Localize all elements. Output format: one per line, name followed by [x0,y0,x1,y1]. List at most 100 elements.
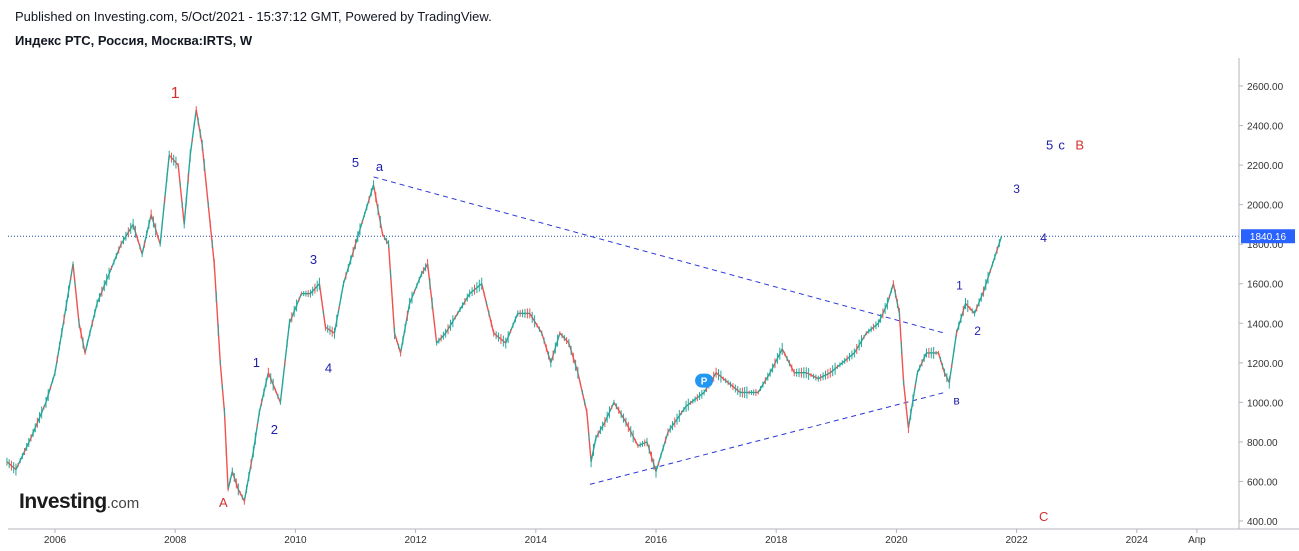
published-caption: Published on Investing.com, 5/Oct/2021 -… [15,9,492,24]
price-segment [715,372,729,384]
y-tick-label: 1800.00 [1247,240,1284,251]
price-segment [201,145,209,205]
investing-logo: Investing.com [19,490,139,514]
price-segment [613,402,627,423]
x-tick-label: 2020 [885,535,908,546]
price-segment [213,263,221,363]
event-marker-label: P [701,377,708,388]
price-segment [529,313,543,334]
price-segment [948,333,958,383]
y-tick-label: 400.00 [1247,517,1278,528]
y-tick-label: 600.00 [1247,477,1278,488]
price-segment [757,372,771,393]
price-segment [342,243,357,284]
price-segment [267,372,282,403]
wave-label: 1 [171,85,180,102]
x-tick-label: 2022 [1005,535,1028,546]
price-segment [177,165,185,225]
price-segment [493,332,507,344]
price-segment [318,283,327,328]
price-segment [207,204,215,265]
wave-label: 3 [1013,182,1020,196]
y-tick-label: 1200.00 [1247,359,1284,370]
price-segment [865,322,879,334]
price-segment [288,293,303,324]
price-segment [84,303,98,354]
price-segment [727,382,741,394]
wave-label: C [1039,509,1048,524]
price-segment [841,352,855,364]
price-segment [381,233,390,245]
trendline [589,391,945,485]
y-tick-label: 2400.00 [1247,122,1284,133]
wave-label: B [1075,137,1084,152]
x-tick-label: 2024 [1126,535,1149,546]
x-tick-label: 2016 [645,535,668,546]
event-marker[interactable] [695,373,714,388]
y-tick-label: 2200.00 [1247,161,1284,172]
price-segment [237,489,245,502]
price-segment [78,323,86,354]
wave-label: 5 [352,155,359,170]
last-price-badge [1241,229,1295,244]
x-tick-label: 2018 [765,535,788,546]
price-segment [481,283,495,334]
wave-label: A [219,495,228,510]
price-segment [805,372,819,380]
last-price-label: 1840.16 [1250,232,1287,243]
y-tick-label: 1000.00 [1247,398,1284,409]
y-tick-label: 800.00 [1247,438,1278,449]
price-segment [445,313,459,334]
x-tick-label: Апр [1188,535,1206,546]
chart-symbol-title: Индекс РТС, Россия, Москва:IRTS, W [15,33,253,48]
y-tick-label: 2000.00 [1247,201,1284,212]
wave-label: в [953,393,959,407]
price-segment [853,332,867,354]
y-tick-label: 2600.00 [1247,82,1284,93]
price-segment [195,109,203,146]
wave-label: 5 [1046,137,1053,152]
x-tick-label: 2008 [164,535,187,546]
price-segment [408,273,423,304]
x-tick-label: 2010 [284,535,307,546]
logo-suffix: .com [106,495,140,512]
price-segment [457,293,471,314]
price-segment [72,263,80,324]
price-segment [108,243,122,275]
price-segment [252,412,261,452]
wave-label: a [376,159,384,174]
price-segment [393,332,402,354]
price-segment [781,348,795,374]
price-segment [625,421,639,447]
price-segment [892,283,901,314]
price-segment [387,244,396,334]
y-tick-label: 1600.00 [1247,280,1284,291]
price-segment [183,155,191,225]
wave-label: 4 [1040,231,1047,245]
wave-label: 2 [271,422,278,437]
price-segment [769,348,783,374]
price-segment [231,471,239,490]
wave-label: 1 [956,279,963,293]
price-segment [120,224,134,245]
wave-label: 2 [974,324,981,338]
price-segment [469,283,483,295]
price-segment [189,109,197,156]
x-tick-label: 2014 [525,535,548,546]
price-segment [817,372,831,380]
price-segment [886,283,895,304]
wave-label: 4 [325,361,332,376]
wave-label: 1 [253,355,260,370]
wave-label: c [1058,137,1065,152]
price-segment [505,313,519,344]
wave-label: 3 [310,252,317,267]
x-tick-label: 2012 [404,535,427,546]
price-segment [96,273,110,304]
price-segment [421,263,429,275]
price-segment [937,352,946,373]
logo-main: Investing [19,490,107,513]
x-tick-label: 2006 [44,535,67,546]
y-tick-label: 1400.00 [1247,319,1284,330]
price-segment [829,362,843,374]
